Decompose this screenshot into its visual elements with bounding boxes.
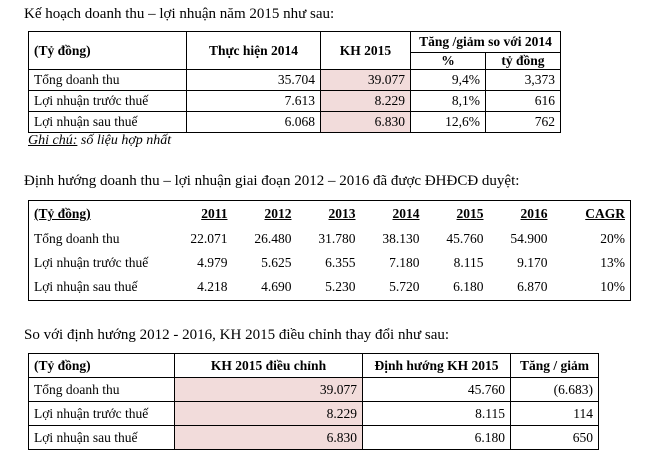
row-label: Tổng doanh thu [28, 69, 187, 91]
table-row: Tổng doanh thu 35.704 39.077 9,4% 3,373 [28, 69, 561, 91]
value-cell: 4.979 [197, 254, 228, 270]
plan-2015-cell: 39.077 [320, 69, 411, 91]
plan-2015-cell: 6.830 [320, 111, 411, 133]
orientation-cell: 6.180 [362, 425, 511, 450]
note-text: số liệu hợp nhất [77, 133, 172, 148]
value-cell: 9.170 [517, 254, 548, 270]
value-cell: 38.130 [382, 230, 420, 246]
section1-caption: Kế hoạch doanh thu – lợi nhuận năm 2015 … [24, 6, 335, 22]
change-header: Tăng /giảm so với 2014 [410, 31, 561, 53]
note: Ghi chú: số liệu hợp nhất [28, 133, 171, 149]
year-header: 2014 [392, 205, 420, 221]
value-cell: 6.870 [517, 279, 548, 295]
value-cell: 4.690 [261, 279, 292, 295]
percent-cell: 8,1% [410, 90, 486, 112]
orientation-header: Định hướng KH 2015 [362, 353, 511, 378]
value-cell: 7.180 [389, 254, 420, 270]
change-header: Tăng / giảm [510, 353, 599, 378]
orientation-table: (Tỷ đồng) 2011 2012 2013 2014 2015 2016 … [28, 200, 631, 301]
plan-2015-cell: 8.229 [320, 90, 411, 112]
value-cell: 5.230 [325, 279, 356, 295]
table-row: Lợi nhuận trước thuế 7.613 8.229 8,1% 61… [28, 90, 561, 112]
year-header: 2015 [456, 205, 484, 221]
orientation-cell: 8.115 [362, 401, 511, 426]
table-row: Tổng doanh thu 39.077 45.760 (6.683) [28, 377, 599, 402]
table-row: Lợi nhuận sau thuế 6.068 6.830 12,6% 762 [28, 111, 561, 133]
amount-cell: 3,373 [485, 69, 561, 91]
adjusted-cell: 6.830 [174, 425, 363, 450]
unit-header: (Tỷ đồng) [34, 205, 91, 221]
percent-header: % [410, 52, 486, 70]
value-cell: 5.625 [261, 254, 292, 270]
adjusted-cell: 39.077 [174, 377, 363, 402]
row-label: Tổng doanh thu [34, 230, 120, 246]
plan-2015-table: (Tỷ đồng) Thực hiện 2014 KH 2015 Tăng /g… [28, 31, 561, 133]
orientation-cell: 45.760 [362, 377, 511, 402]
section3-caption: So với định hướng 2012 - 2016, KH 2015 đ… [24, 327, 450, 343]
year-header: 2011 [201, 205, 228, 221]
value-cell: 4.218 [197, 279, 228, 295]
change-cell: 650 [510, 425, 599, 450]
row-label: Tổng doanh thu [28, 377, 175, 402]
section2-caption: Định hướng doanh thu – lợi nhuận giai đo… [24, 173, 520, 189]
value-cell: 45.760 [446, 230, 484, 246]
percent-cell: 12,6% [410, 111, 486, 133]
value-cell: 6.180 [453, 279, 484, 295]
row-label: Lợi nhuận trước thuế [28, 401, 175, 426]
value-cell: 6.355 [325, 254, 356, 270]
cagr-cell: 10% [600, 279, 625, 295]
table-header-row: (Tỷ đồng) KH 2015 điều chỉnh Định hướng … [28, 353, 599, 378]
percent-cell: 9,4% [410, 69, 486, 91]
unit-header: (Tỷ đồng) [28, 353, 175, 378]
cagr-header: CAGR [585, 205, 625, 221]
year-header: 2012 [264, 205, 292, 221]
table-header-row: (Tỷ đồng) 2011 2012 2013 2014 2015 2016 … [29, 201, 631, 227]
table-row: Tổng doanh thu 22.071 26.480 31.780 38.1… [29, 227, 631, 251]
row-label: Lợi nhuận sau thuế [28, 111, 187, 133]
table-row: Lợi nhuận trước thuế 4.979 5.625 6.355 7… [29, 251, 631, 275]
table-row: Lợi nhuận trước thuế 8.229 8.115 114 [28, 401, 599, 426]
actual-2014-header: Thực hiện 2014 [186, 31, 321, 70]
adjusted-header: KH 2015 điều chỉnh [174, 353, 363, 378]
value-cell: 22.071 [190, 230, 228, 246]
amount-header: tỷ đồng [485, 52, 561, 70]
value-cell: 31.780 [318, 230, 356, 246]
row-label: Lợi nhuận trước thuế [28, 90, 187, 112]
adjustment-table: (Tỷ đồng) KH 2015 điều chỉnh Định hướng … [28, 353, 599, 450]
change-cell: 114 [510, 401, 599, 426]
actual-2014-cell: 6.068 [186, 111, 321, 133]
row-label: Lợi nhuận sau thuế [34, 279, 138, 295]
cagr-cell: 20% [600, 230, 625, 246]
table-row: Lợi nhuận sau thuế 4.218 4.690 5.230 5.7… [29, 275, 631, 301]
row-label: Lợi nhuận trước thuế [34, 254, 149, 270]
year-header: 2016 [520, 205, 548, 221]
unit-header: (Tỷ đồng) [28, 31, 187, 70]
note-label: Ghi chú: [28, 133, 78, 148]
actual-2014-cell: 35.704 [186, 69, 321, 91]
table-row: Lợi nhuận sau thuế 6.830 6.180 650 [28, 425, 599, 450]
value-cell: 5.720 [389, 279, 420, 295]
amount-cell: 616 [485, 90, 561, 112]
value-cell: 8.115 [453, 254, 484, 270]
value-cell: 26.480 [254, 230, 292, 246]
year-header: 2013 [328, 205, 356, 221]
value-cell: 54.900 [510, 230, 548, 246]
plan-2015-header: KH 2015 [320, 31, 411, 70]
amount-cell: 762 [485, 111, 561, 133]
row-label: Lợi nhuận sau thuế [28, 425, 175, 450]
actual-2014-cell: 7.613 [186, 90, 321, 112]
change-cell: (6.683) [510, 377, 599, 402]
adjusted-cell: 8.229 [174, 401, 363, 426]
cagr-cell: 13% [600, 254, 625, 270]
